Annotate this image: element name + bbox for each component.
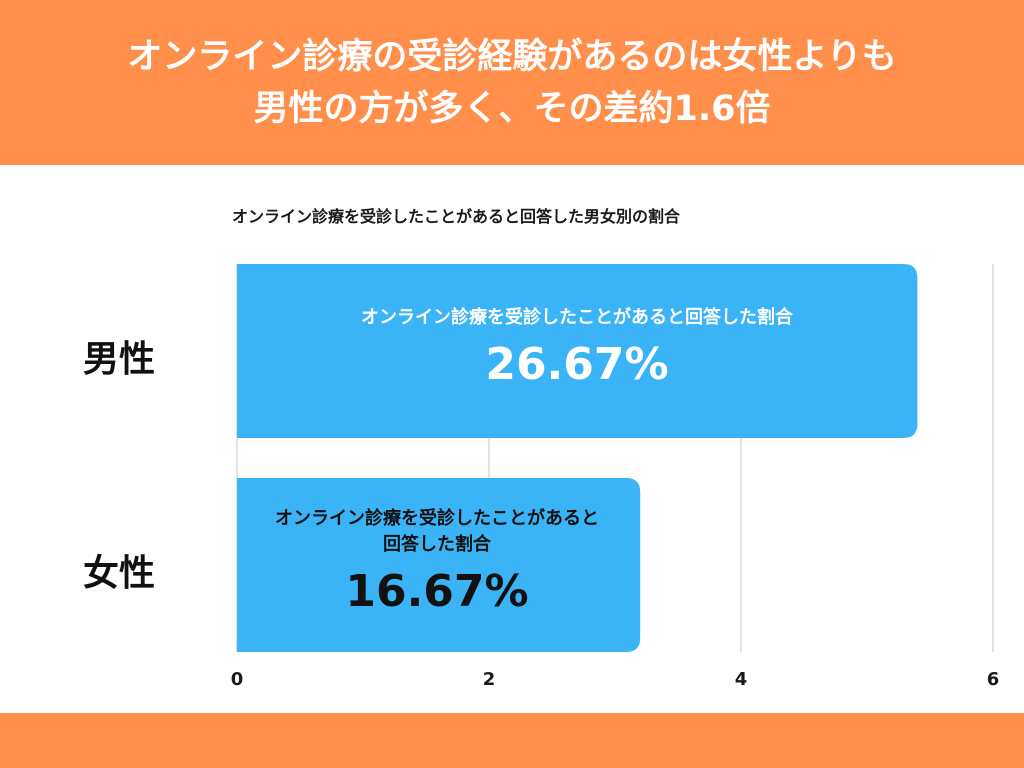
data-label-female-value: 16.67%	[345, 566, 529, 617]
footer-band	[0, 713, 1024, 768]
category-label-female: 女性	[83, 553, 156, 594]
category-label-male: 男性	[83, 339, 156, 380]
x-tick-label-4: 4	[735, 669, 748, 690]
headline-line-2: 男性の方が多く、その差約1.6倍	[253, 88, 771, 129]
data-label-male: オンライン診療を受診したことがあると回答した割合 26.67%	[237, 305, 917, 395]
headline-line-1: オンライン診療の受診経験があるのは女性よりも	[127, 36, 897, 77]
data-label-female-caption-2: 回答した割合	[383, 534, 491, 555]
x-tick-label-2: 2	[483, 669, 496, 690]
x-tick-label-6: 6	[987, 669, 1000, 690]
chart-title: オンライン診療を受診したことがあると回答した男女別の割合	[232, 207, 681, 226]
data-label-female-caption-1: オンライン診療を受診したことがあると	[275, 508, 599, 529]
data-label-female: オンライン診療を受診したことがあると 回答した割合 16.67%	[237, 506, 637, 622]
data-label-male-caption: オンライン診療を受診したことがあると回答した割合	[361, 307, 793, 328]
bar-female	[237, 478, 641, 652]
x-tick-label-0: 0	[231, 669, 244, 690]
bar-male	[237, 264, 918, 438]
header-banner: オンライン診療の受診経験があるのは女性よりも 男性の方が多く、その差約1.6倍	[0, 0, 1024, 165]
data-label-male-value: 26.67%	[485, 339, 669, 390]
